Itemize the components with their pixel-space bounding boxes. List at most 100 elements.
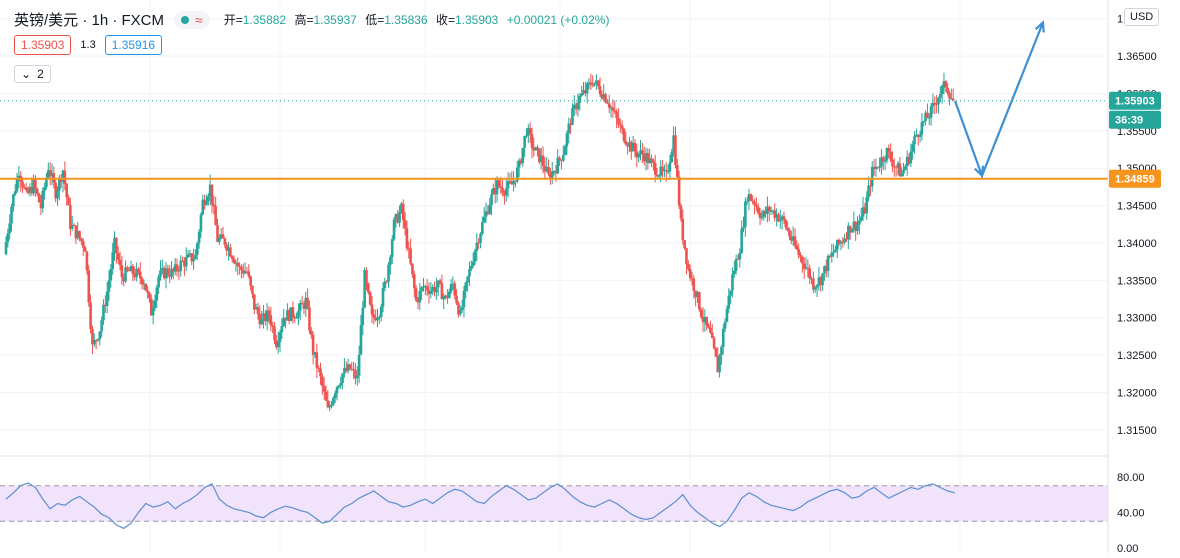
candle-body [790, 236, 793, 241]
candle-body [69, 205, 72, 229]
candle-body [641, 150, 644, 155]
candle-body [824, 266, 828, 272]
candle-body [175, 264, 179, 271]
candle-body [164, 268, 168, 279]
sell-button[interactable]: 1.35903 [14, 35, 72, 55]
candle-body [256, 307, 260, 315]
candle-body [848, 225, 852, 233]
candle-body [115, 237, 118, 254]
candle-body [812, 278, 815, 290]
candle-body [653, 163, 657, 175]
candle-body [753, 201, 756, 205]
candle-body [661, 166, 664, 172]
candle-body [280, 326, 284, 333]
candle-body [591, 84, 594, 86]
currency-button[interactable]: USD [1124, 8, 1160, 26]
candle-body [67, 197, 70, 206]
candle-body [449, 284, 453, 292]
indicators-toggle[interactable]: ⌄ 2 [14, 65, 51, 83]
candle-body [624, 141, 628, 145]
candle-body [295, 317, 298, 319]
candle-body [37, 193, 41, 203]
candle-body [918, 134, 922, 137]
candle-body [701, 317, 705, 323]
candle-body [58, 177, 61, 191]
candle-body [698, 292, 701, 310]
candle-body [650, 158, 653, 161]
candle-body [922, 120, 926, 123]
candle-body [850, 229, 854, 233]
candle-body [628, 142, 631, 147]
candle-body [65, 183, 68, 198]
candle-body [367, 283, 370, 293]
candle-body [771, 210, 775, 212]
candle-body [181, 260, 184, 262]
candle-body [944, 81, 948, 88]
candle-body [70, 224, 74, 229]
candle-body [758, 213, 762, 219]
candle-body [94, 340, 98, 342]
candle-body [455, 295, 458, 304]
candle-body [584, 90, 587, 94]
candle-body [372, 314, 376, 318]
candle-body [344, 367, 348, 372]
candle-body [333, 393, 337, 398]
candle-body [642, 154, 646, 162]
candle-body [271, 325, 274, 327]
candle-body [670, 152, 674, 163]
candle-body [736, 258, 740, 260]
candle-body [89, 302, 92, 329]
candle-body [161, 267, 164, 271]
candle-body [927, 117, 931, 119]
candle-body [378, 316, 381, 318]
candle-body [45, 177, 48, 187]
candle-body [554, 171, 558, 174]
candle-body [685, 248, 688, 265]
candle-body [223, 238, 227, 245]
candle-body [718, 355, 721, 373]
candle-body [802, 263, 806, 269]
candle-body [843, 238, 846, 243]
candle-body [733, 271, 736, 275]
candle-body [933, 102, 937, 105]
symbol-title[interactable]: 英镑/美元 · 1h · FXCM [14, 12, 165, 29]
candle-body [162, 267, 166, 279]
candle-body [127, 270, 131, 272]
candle-body [473, 250, 477, 262]
candle-body [251, 285, 254, 295]
candle-body [707, 325, 710, 328]
candle-body [13, 191, 17, 195]
status-pill[interactable]: ≈ [174, 10, 210, 29]
candle-body [129, 265, 133, 271]
candle-body [442, 296, 446, 300]
candle-body [488, 205, 491, 214]
candle-body [479, 233, 482, 244]
buy-button[interactable]: 1.35916 [104, 35, 163, 55]
candle-body [655, 174, 659, 177]
candle-body [497, 180, 501, 187]
candle-body [201, 199, 205, 215]
candle-body [298, 303, 302, 311]
candle-body [289, 307, 293, 322]
candle-body [214, 206, 217, 226]
candle-body [512, 180, 515, 185]
chart-legend: 英镑/美元 · 1h · FXCM ≈ 开=1.35882 高=1.35937 … [14, 9, 614, 30]
candle-body [396, 214, 400, 223]
chevron-down-icon: ⌄ [21, 67, 32, 81]
rsi-band [0, 485, 1108, 522]
candle-body [157, 276, 160, 288]
candle-body [81, 241, 85, 248]
candle-body [751, 200, 754, 202]
candle-body [392, 219, 396, 240]
candle-body [672, 135, 675, 153]
candle-body [639, 150, 642, 154]
candle-body [769, 210, 773, 212]
candle-body [72, 224, 76, 226]
price-axis-label: 1.36500 [1117, 51, 1157, 63]
candle-body [867, 185, 870, 198]
candle-body [644, 153, 648, 162]
candle-body [32, 179, 35, 194]
candle-body [549, 173, 552, 180]
